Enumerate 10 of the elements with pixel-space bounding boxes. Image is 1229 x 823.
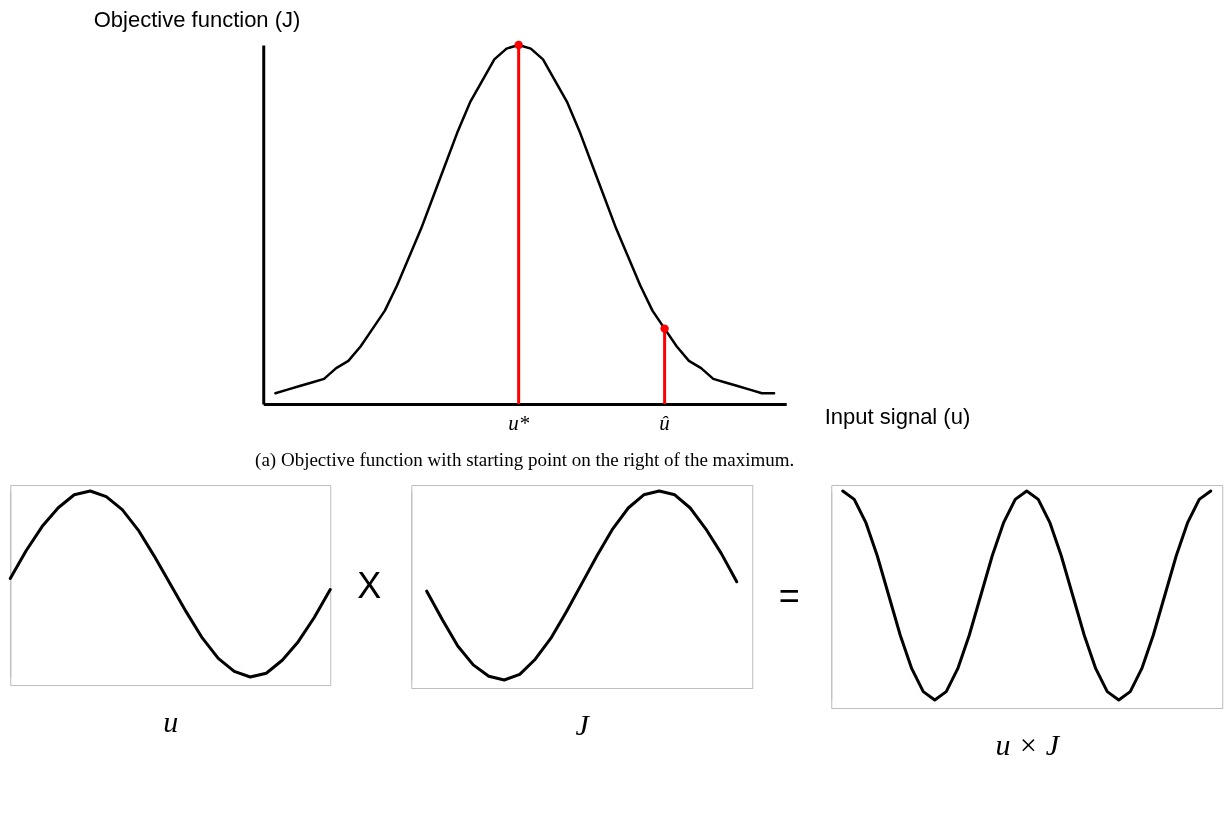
x-axis-title: u — [163, 704, 179, 738]
text: X — [357, 564, 382, 606]
y-axis-title: Objective function (J) — [93, 6, 301, 32]
text: = — [778, 574, 800, 616]
text: (a) Objective function with starting point on the right of the maximum. — [255, 449, 795, 471]
x-axis-title: J — [575, 707, 591, 741]
x-tick-label: û — [659, 410, 670, 435]
x-axis-title: u × J — [995, 727, 1061, 761]
x-tick-label: u* — [508, 410, 530, 435]
x-axis-title: Input signal (u) — [824, 403, 971, 429]
